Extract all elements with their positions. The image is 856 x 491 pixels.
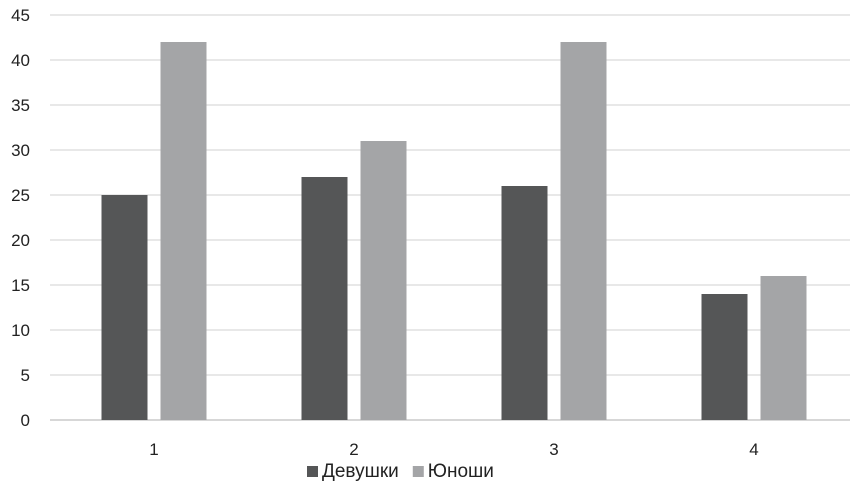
y-tick-label: 25 xyxy=(11,186,30,205)
x-tick-label: 2 xyxy=(349,440,358,459)
bar-series1 xyxy=(101,195,148,420)
x-tick-label: 4 xyxy=(749,440,758,459)
legend-swatch xyxy=(412,466,424,477)
legend-label: Юноши xyxy=(428,461,494,482)
y-tick-label: 10 xyxy=(11,321,30,340)
legend: Девушки Юноши xyxy=(307,461,494,482)
bar-series1 xyxy=(301,177,348,420)
bar-series1 xyxy=(501,186,548,420)
y-tick-label: 20 xyxy=(11,231,30,250)
bar-series2 xyxy=(560,42,607,420)
y-tick-label: 40 xyxy=(11,51,30,70)
bar-series2 xyxy=(360,141,407,420)
legend-label: Девушки xyxy=(322,461,399,482)
y-tick-label: 35 xyxy=(11,96,30,115)
y-tick-label: 45 xyxy=(11,6,30,25)
y-tick-label: 5 xyxy=(21,366,30,385)
bar-series1 xyxy=(701,294,748,420)
x-axis: 1 2 3 4 xyxy=(149,440,758,459)
x-tick-label: 3 xyxy=(549,440,558,459)
bars xyxy=(101,42,807,420)
x-tick-label: 1 xyxy=(149,440,158,459)
y-axis: 0 5 10 15 20 25 30 35 40 45 xyxy=(11,6,30,430)
legend-swatch xyxy=(307,466,318,477)
y-tick-label: 30 xyxy=(11,141,30,160)
y-tick-label: 0 xyxy=(21,411,30,430)
y-tick-label: 15 xyxy=(11,276,30,295)
bar-series2 xyxy=(760,276,807,420)
bar-series2 xyxy=(160,42,207,420)
